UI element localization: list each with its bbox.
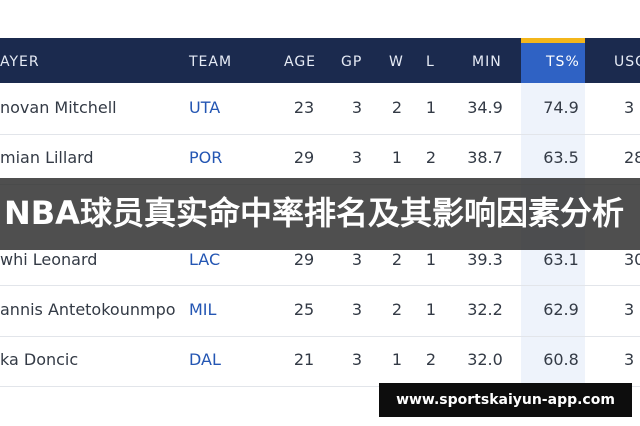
min-value: 32.2 xyxy=(467,300,503,319)
team-abbr[interactable]: MIL xyxy=(189,300,217,319)
header-min[interactable]: MIN xyxy=(472,54,502,70)
gp-value: 3 xyxy=(351,350,363,369)
player-name[interactable]: whi Leonard xyxy=(0,250,98,269)
banner-title: NBA球员真实命中率排名及其影响因素分析 xyxy=(4,194,624,232)
header-gp[interactable]: GP xyxy=(341,54,363,70)
l-value: 1 xyxy=(425,300,437,319)
ts-value: 60.8 xyxy=(543,350,579,369)
usg-value: 3 xyxy=(624,300,635,319)
ts-value: 63.5 xyxy=(543,148,579,167)
header-age[interactable]: AGE xyxy=(284,54,317,70)
age-value: 29 xyxy=(293,148,315,167)
header-w[interactable]: W xyxy=(389,54,404,70)
player-name[interactable]: novan Mitchell xyxy=(0,98,117,117)
row-divider xyxy=(0,285,640,286)
title-banner xyxy=(0,178,640,250)
header-player[interactable]: AYER xyxy=(0,54,40,70)
gp-value: 3 xyxy=(351,98,363,117)
ts-value: 62.9 xyxy=(543,300,579,319)
usg-value: 30 xyxy=(624,250,640,269)
w-value: 2 xyxy=(391,300,403,319)
team-abbr[interactable]: DAL xyxy=(189,350,221,369)
l-value: 2 xyxy=(425,148,437,167)
watermark-box xyxy=(379,383,632,417)
team-abbr[interactable]: POR xyxy=(189,148,223,167)
team-abbr[interactable]: LAC xyxy=(189,250,221,269)
l-value: 1 xyxy=(425,250,437,269)
row-divider xyxy=(0,134,640,135)
min-value: 32.0 xyxy=(467,350,503,369)
l-value: 2 xyxy=(425,350,437,369)
row-divider xyxy=(0,336,640,337)
age-value: 29 xyxy=(293,250,315,269)
min-value: 34.9 xyxy=(467,98,503,117)
ts-value: 74.9 xyxy=(543,98,579,117)
header-ts[interactable]: TS% xyxy=(546,54,580,70)
min-value: 38.7 xyxy=(467,148,503,167)
w-value: 1 xyxy=(391,148,403,167)
player-name[interactable]: mian Lillard xyxy=(0,148,94,167)
age-value: 21 xyxy=(293,350,315,369)
w-value: 1 xyxy=(391,350,403,369)
sort-indicator-bar xyxy=(521,38,585,43)
watermark-url: www.sportskaiyun-app.com xyxy=(396,392,615,408)
w-value: 2 xyxy=(391,250,403,269)
gp-value: 3 xyxy=(351,148,363,167)
usg-value: 3 xyxy=(624,350,635,369)
age-value: 23 xyxy=(293,98,315,117)
w-value: 2 xyxy=(391,98,403,117)
gp-value: 3 xyxy=(351,300,363,319)
header-l[interactable]: L xyxy=(426,54,435,70)
row-divider xyxy=(0,386,640,387)
l-value: 1 xyxy=(425,98,437,117)
header-usg[interactable]: USG xyxy=(614,54,640,70)
player-name[interactable]: annis Antetokounmpo xyxy=(0,300,176,319)
ts-column-highlight xyxy=(521,38,585,83)
header-team[interactable]: TEAM xyxy=(189,54,233,70)
gp-value: 3 xyxy=(351,250,363,269)
usg-value: 3 xyxy=(624,98,635,117)
min-value: 39.3 xyxy=(467,250,503,269)
player-name[interactable]: ka Doncic xyxy=(0,350,79,369)
usg-value: 28 xyxy=(624,148,640,167)
team-abbr[interactable]: UTA xyxy=(189,98,221,117)
age-value: 25 xyxy=(293,300,315,319)
ts-value: 63.1 xyxy=(543,250,579,269)
